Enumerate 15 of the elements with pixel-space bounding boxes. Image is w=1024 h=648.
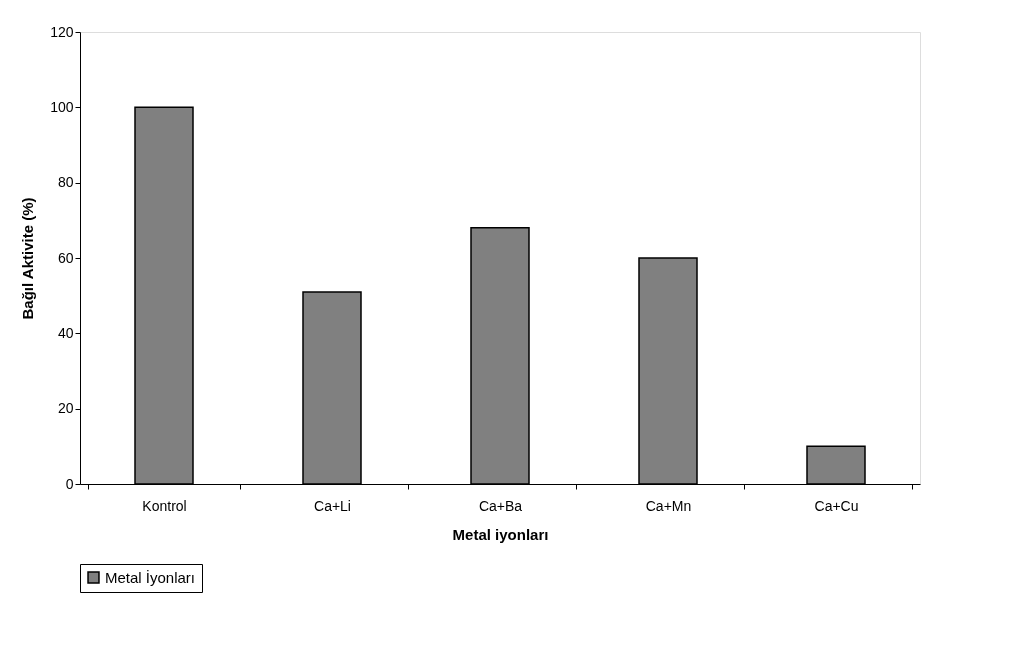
x-tick-label: Ca+Cu	[814, 497, 859, 514]
x-tick-label: Ca+Li	[314, 497, 351, 514]
y-axis-title: Bağıl Aktivite (%)	[19, 197, 37, 320]
y-tick-label: 40	[57, 324, 74, 341]
y-tick-label: 80	[57, 174, 74, 191]
y-tick-label: 120	[50, 23, 74, 40]
x-tick-label: Ca+Mn	[645, 497, 692, 514]
y-tick-label: 0	[65, 475, 74, 492]
y-tick-label: 100	[50, 98, 74, 115]
x-tick-label: Ca+Ba	[478, 497, 523, 514]
x-tick-label: Kontrol	[142, 497, 187, 514]
y-tick-label: 20	[57, 400, 74, 417]
x-axis-title: Metal iyonları	[452, 525, 549, 543]
legend-label: Metal İyonları	[105, 568, 196, 586]
y-tick-label: 60	[57, 249, 74, 266]
